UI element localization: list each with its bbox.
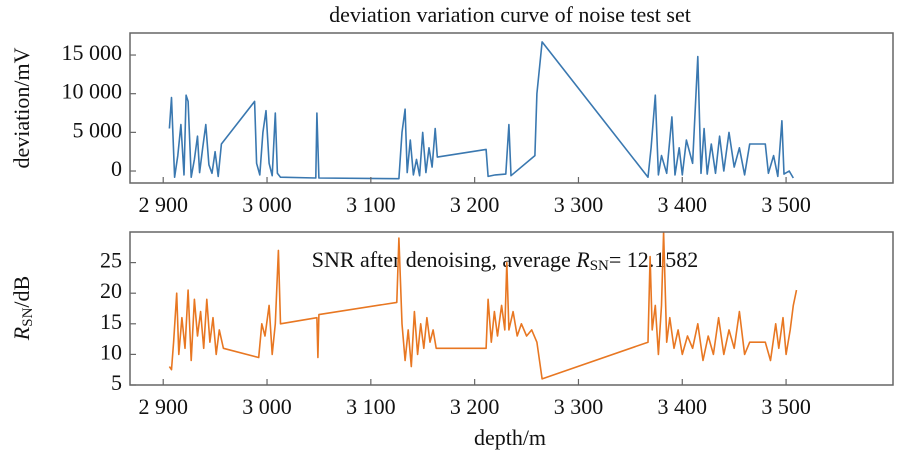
- y-label-symbol: R: [9, 326, 34, 341]
- axes-frame: [129, 32, 894, 184]
- y-tick-label: 20: [100, 278, 122, 303]
- data-line: [168, 41, 794, 180]
- y-label-subscript: SN: [20, 307, 36, 326]
- plot-area: [168, 232, 798, 380]
- y-tick-label: 10: [100, 339, 122, 364]
- x-tick-label: 2 900: [138, 192, 188, 217]
- y-label-unit: /dB: [9, 276, 34, 308]
- y-tick-label: 15: [100, 309, 122, 334]
- x-axis-label: depth/m: [474, 425, 546, 450]
- y-tick-label: 10 000: [62, 79, 123, 104]
- plot-area: [168, 41, 794, 180]
- annotation-symbol: R: [575, 247, 590, 272]
- y-tick-label: 25: [100, 248, 122, 273]
- chart-title: deviation variation curve of noise test …: [329, 2, 691, 27]
- annotation-value: = 12.1582: [609, 247, 698, 272]
- y-tick-label: 0: [111, 156, 122, 181]
- x-tick-label: 3 400: [658, 394, 708, 419]
- annotation-subscript: SN: [590, 258, 609, 274]
- annotation-text: SNR after denoising, average: [312, 247, 577, 272]
- x-tick-label: 3 400: [658, 192, 708, 217]
- x-tick-label: 3 000: [242, 394, 292, 419]
- y-axis-label: deviation/mV: [9, 47, 34, 168]
- y-axis-label: RSN/dB: [9, 276, 36, 341]
- x-tick-label: 3 300: [554, 394, 604, 419]
- x-tick-label: 3 100: [346, 394, 396, 419]
- data-line: [168, 232, 798, 380]
- x-tick-label: 3 200: [450, 192, 500, 217]
- y-tick-label: 5 000: [73, 117, 123, 142]
- y-tick-label: 5: [111, 370, 122, 395]
- x-tick-label: 3 200: [450, 394, 500, 419]
- y-tick-label: 15 000: [62, 40, 123, 65]
- x-tick-label: 2 900: [138, 394, 188, 419]
- x-tick-label: 3 300: [554, 192, 604, 217]
- annotation: SNR after denoising, average RSN= 12.158…: [312, 247, 699, 274]
- x-tick-label: 3 100: [346, 192, 396, 217]
- x-tick-label: 3 500: [761, 394, 811, 419]
- x-tick-label: 3 500: [761, 192, 811, 217]
- axes-frame: [129, 231, 894, 386]
- x-tick-label: 3 000: [242, 192, 292, 217]
